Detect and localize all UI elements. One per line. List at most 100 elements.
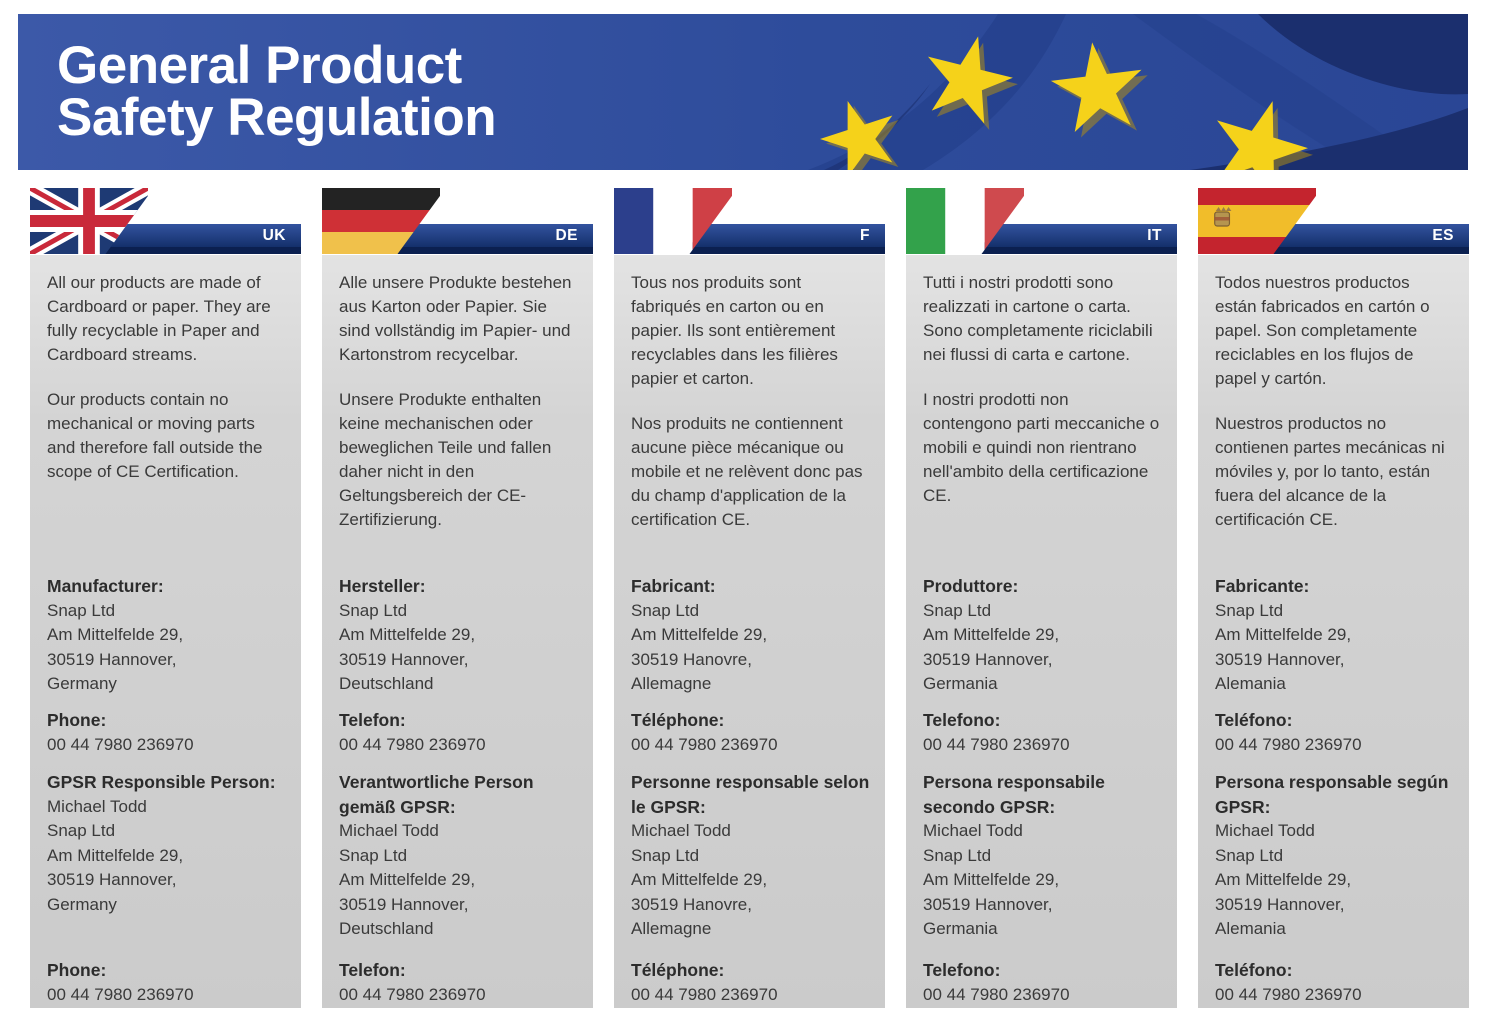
language-code-label: F (860, 227, 870, 244)
language-column-de: DE Alle unsere Produkte bestehen aus Kar… (322, 188, 593, 1008)
phone-number: 00 44 7980 236970 (339, 734, 486, 754)
recyclability-paragraph: All our products are made of Cardboard o… (47, 273, 271, 364)
responsible-person-name: Michael Todd (631, 821, 731, 840)
manufacturer-block: Hersteller: Snap Ltd Am Mittelfelde 29, … (339, 574, 579, 697)
banner-ribbon-shape (103, 224, 301, 254)
header-banner: General Product Safety Regulation (18, 14, 1468, 170)
phone-block: Telefon: 00 44 7980 236970 (339, 708, 579, 757)
gpsr-responsible-block: GPSR Responsible Person: Michael Todd Sn… (47, 770, 287, 917)
gpsr-responsible-label: Persona responsable según GPSR: (1215, 772, 1449, 817)
language-code-label: UK (262, 227, 286, 244)
gpsr-responsible-block: Personne responsable selon le GPSR: Mich… (631, 770, 871, 942)
manufacturer-name: Snap Ltd (631, 600, 700, 620)
phone-number: 00 44 7980 236970 (47, 734, 194, 754)
phone-block: Téléphone: 00 44 7980 236970 (631, 708, 871, 757)
responsible-country: Germania (923, 919, 998, 938)
phone2-number: 00 44 7980 236970 (339, 984, 486, 1004)
ce-exemption-paragraph: Nos produits ne contiennent aucune pièce… (631, 414, 863, 529)
page-title-line1: General Product (57, 36, 462, 95)
manufacturer-name: Snap Ltd (923, 600, 992, 620)
manufacturer-country: Allemagne (631, 674, 712, 693)
banner-ribbon-shape (1271, 224, 1469, 254)
responsible-street: Am Mittelfelde 29, (631, 870, 768, 889)
responsible-city: 30519 Hannover, (1215, 894, 1345, 914)
phone-block: Teléfono: 00 44 7980 236970 (1215, 708, 1455, 757)
manufacturer-street: Am Mittelfelde 29, (1215, 625, 1352, 644)
ce-exemption-paragraph: I nostri prodotti non contengono parti m… (923, 390, 1160, 505)
language-banner: ES (1266, 224, 1469, 254)
manufacturer-name: Snap Ltd (1215, 600, 1284, 620)
responsible-company: Snap Ltd (631, 845, 700, 865)
phone-block-2: Phone: 00 44 7980 236970 (47, 958, 287, 1007)
ce-exemption-paragraph: Our products contain no mechanical or mo… (47, 390, 263, 481)
responsible-country: Allemagne (631, 919, 712, 938)
manufacturer-street: Am Mittelfelde 29, (339, 625, 476, 644)
responsible-city: 30519 Hannover, (923, 894, 1053, 914)
phone2-label: Telefon: (339, 960, 406, 980)
manufacturer-label: Hersteller: (339, 576, 426, 596)
manufacturer-city: 30519 Hannover, (339, 649, 469, 669)
banner-ribbon-shape (687, 224, 885, 254)
gpsr-responsible-label: GPSR Responsible Person: (47, 772, 276, 792)
manufacturer-label: Manufacturer: (47, 576, 164, 596)
responsible-country: Deutschland (339, 919, 434, 938)
responsible-street: Am Mittelfelde 29, (923, 870, 1060, 889)
responsible-company: Snap Ltd (923, 845, 992, 865)
phone-block-2: Telefono: 00 44 7980 236970 (923, 958, 1163, 1007)
language-code-label: DE (555, 227, 578, 244)
phone-block: Phone: 00 44 7980 236970 (47, 708, 287, 757)
responsible-company: Snap Ltd (339, 845, 408, 865)
phone-label: Telefono: (923, 710, 1001, 730)
manufacturer-block: Fabricante: Snap Ltd Am Mittelfelde 29, … (1215, 574, 1455, 697)
recyclability-paragraph: Tutti i nostri prodotti sono realizzati … (923, 273, 1153, 364)
language-column-uk: UK All our products are made of Cardboar… (30, 188, 301, 1008)
phone2-number: 00 44 7980 236970 (47, 984, 194, 1004)
flag-row: ES (1198, 188, 1469, 255)
responsible-person-name: Michael Todd (1215, 821, 1315, 840)
gpsr-responsible-label: Verantwortliche Person gemäß GPSR: (339, 772, 534, 817)
responsible-person-name: Michael Todd (339, 821, 439, 840)
manufacturer-block: Produttore: Snap Ltd Am Mittelfelde 29, … (923, 574, 1163, 697)
info-panel: Tutti i nostri prodotti sono realizzati … (906, 255, 1177, 1008)
recyclability-paragraph: Todos nuestros productos están fabricado… (1215, 273, 1430, 388)
flag-row: F (614, 188, 885, 255)
responsible-country: Germany (47, 894, 117, 914)
manufacturer-name: Snap Ltd (47, 600, 116, 620)
manufacturer-block: Manufacturer: Snap Ltd Am Mittelfelde 29… (47, 574, 287, 697)
responsible-city: 30519 Hanovre, (631, 894, 752, 914)
manufacturer-name: Snap Ltd (339, 600, 408, 620)
phone2-label: Phone: (47, 960, 107, 980)
language-banner: IT (974, 224, 1177, 254)
banner-ribbon-shape (979, 224, 1177, 254)
flag-row: IT (906, 188, 1177, 255)
manufacturer-label: Fabricante: (1215, 576, 1310, 596)
info-panel: Alle unsere Produkte bestehen aus Karton… (322, 255, 593, 1008)
recyclability-paragraph: Alle unsere Produkte bestehen aus Karton… (339, 273, 572, 364)
manufacturer-city: 30519 Hannover, (1215, 649, 1345, 669)
manufacturer-city: 30519 Hannover, (923, 649, 1053, 669)
phone-block-2: Teléfono: 00 44 7980 236970 (1215, 958, 1455, 1007)
phone2-number: 00 44 7980 236970 (923, 984, 1070, 1004)
page-title-line2: Safety Regulation (57, 88, 497, 147)
responsible-person-name: Michael Todd (923, 821, 1023, 840)
phone-block: Telefono: 00 44 7980 236970 (923, 708, 1163, 757)
phone-label: Telefon: (339, 710, 406, 730)
language-column-it: IT Tutti i nostri prodotti sono realizza… (906, 188, 1177, 1008)
responsible-company: Snap Ltd (1215, 845, 1284, 865)
recyclability-paragraph: Tous nos produits sont fabriqués en cart… (631, 273, 838, 388)
info-panel: Todos nuestros productos están fabricado… (1198, 255, 1469, 1008)
gpsr-responsible-label: Personne responsable selon le GPSR: (631, 772, 870, 817)
responsible-street: Am Mittelfelde 29, (1215, 870, 1352, 889)
manufacturer-country: Germania (923, 674, 998, 693)
gpsr-responsible-block: Persona responsable según GPSR: Michael … (1215, 770, 1455, 942)
phone-label: Téléphone: (631, 710, 725, 730)
manufacturer-label: Fabricant: (631, 576, 716, 596)
language-columns: UK All our products are made of Cardboar… (30, 188, 1469, 1008)
phone-block-2: Telefon: 00 44 7980 236970 (339, 958, 579, 1007)
banner-ribbon-shape (395, 224, 593, 254)
responsible-city: 30519 Hannover, (339, 894, 469, 914)
phone2-label: Telefono: (923, 960, 1001, 980)
eu-flag-decoration (18, 14, 1468, 170)
language-code-label: IT (1147, 227, 1162, 244)
flag-row: UK (30, 188, 301, 255)
